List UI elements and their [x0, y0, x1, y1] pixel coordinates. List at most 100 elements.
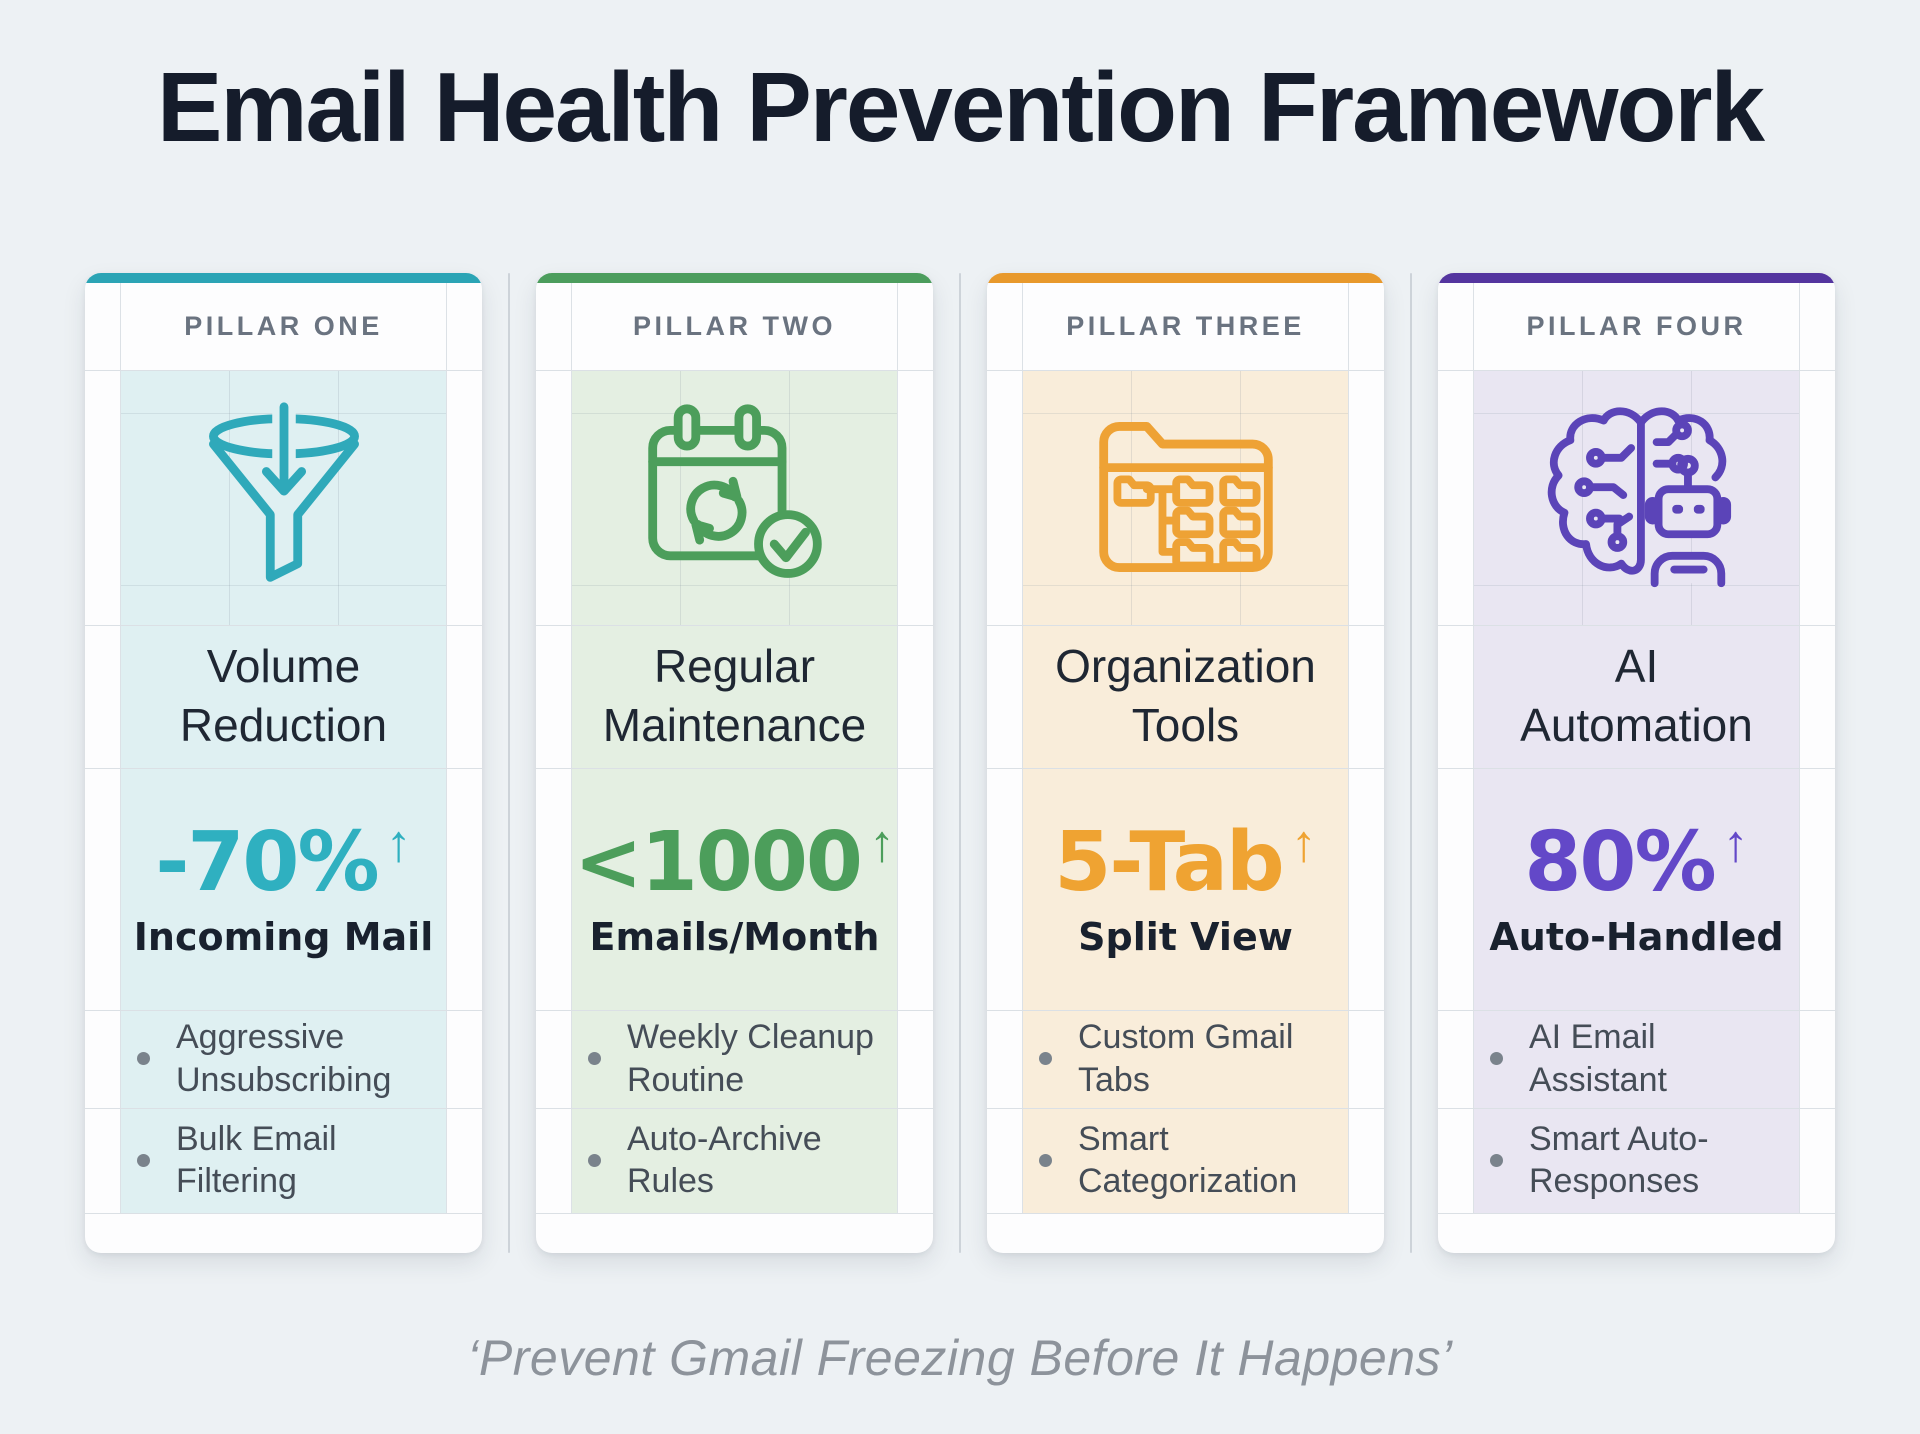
card-divider — [1410, 272, 1412, 1253]
grid-line — [1023, 412, 1348, 414]
card-divider — [508, 272, 510, 1253]
calendar-sync-icon — [647, 404, 822, 579]
grid-line — [1799, 282, 1800, 1213]
grid-line — [987, 1212, 1384, 1214]
pillar-header-label: PILLAR ONE — [184, 310, 383, 341]
bullet-dot-icon — [1039, 1153, 1052, 1167]
pillar-header-label: PILLAR TWO — [633, 310, 836, 341]
bullet-dot-icon — [137, 1153, 150, 1167]
stat-block: 80% ↑ Auto-Handled — [1474, 768, 1799, 1010]
bullet-dot-icon — [137, 1052, 150, 1066]
card-tint-panel — [121, 369, 446, 1213]
grid-line — [536, 624, 933, 626]
card-accent-bar — [85, 272, 482, 283]
pillar-header-label: PILLAR THREE — [1066, 310, 1305, 341]
grid-line — [1438, 767, 1835, 769]
grid-line — [85, 624, 482, 626]
grid-line — [789, 369, 790, 625]
bullet-item: Custom Gmail Tabs — [1023, 1010, 1348, 1108]
stat-label: Incoming Mail — [133, 914, 434, 959]
stat-block: <1000 ↑ Emails/Month — [572, 768, 897, 1010]
grid-line — [987, 767, 1384, 769]
card-divider — [959, 272, 961, 1253]
grid-line — [1022, 282, 1023, 1213]
stat-block: -70% ↑ Incoming Mail — [121, 768, 446, 1010]
folder-tree-icon — [1098, 422, 1273, 573]
grid-line — [987, 369, 1384, 371]
up-arrow-icon: ↑ — [868, 814, 895, 873]
page-title: Email Health Prevention Framework — [157, 52, 1765, 162]
bullet-dot-icon — [1490, 1052, 1503, 1066]
grid-line — [1474, 584, 1799, 586]
pillar-cards-row: PILLAR ONE Volume Reduction -70% ↑ Incom… — [85, 272, 1835, 1253]
up-arrow-icon: ↑ — [1722, 814, 1749, 873]
funnel-icon — [208, 399, 359, 583]
grid-line — [897, 282, 898, 1213]
bullet-item: Smart Categorization — [1023, 1108, 1348, 1213]
up-arrow-icon: ↑ — [1290, 814, 1317, 873]
bullet-item: Aggressive Unsubscribing — [121, 1010, 446, 1108]
card-accent-bar — [987, 272, 1384, 283]
pillar-title: AI Automation — [1520, 639, 1753, 752]
grid-line — [987, 624, 1384, 626]
grid-line — [85, 1009, 482, 1011]
icon-cell — [1474, 370, 1799, 625]
stat-block: 5-Tab ↑ Split View — [1023, 768, 1348, 1010]
pillar-title: Regular Maintenance — [602, 639, 867, 752]
grid-line — [680, 369, 681, 625]
grid-line — [987, 1009, 1384, 1011]
card-accent-bar — [536, 272, 933, 283]
grid-line — [572, 412, 897, 414]
grid-line — [572, 584, 897, 586]
pillar-title: Organization Tools — [1055, 639, 1316, 752]
grid-line — [536, 1212, 933, 1214]
stat-label: Split View — [1078, 914, 1293, 959]
grid-line — [1438, 1212, 1835, 1214]
grid-line — [536, 1107, 933, 1109]
grid-line — [536, 1009, 933, 1011]
bullet-item: Smart Auto-Responses — [1474, 1108, 1799, 1213]
pillar-card-volume-reduction: PILLAR ONE Volume Reduction -70% ↑ Incom… — [85, 272, 482, 1253]
grid-line — [571, 282, 572, 1213]
stat-label: Auto-Handled — [1489, 914, 1784, 959]
pillar-title: Volume Reduction — [179, 639, 388, 752]
bullet-item: Auto-Archive Rules — [572, 1108, 897, 1213]
stat-value: 5-Tab — [1054, 814, 1284, 910]
grid-line — [1438, 369, 1835, 371]
grid-line — [85, 767, 482, 769]
up-arrow-icon: ↑ — [385, 814, 412, 873]
grid-line — [121, 584, 446, 586]
pillar-card-organization-tools: PILLAR THREE Organization Tools — [987, 272, 1384, 1253]
grid-line — [446, 282, 447, 1213]
grid-line — [1438, 1009, 1835, 1011]
grid-line — [229, 369, 230, 625]
footer-caption: ‘Prevent Gmail Freezing Before It Happen… — [467, 1329, 1453, 1386]
grid-line — [1131, 369, 1132, 625]
bullet-dot-icon — [588, 1052, 601, 1066]
grid-line — [1582, 369, 1583, 625]
grid-line — [85, 369, 482, 371]
grid-line — [120, 282, 121, 1213]
stat-value: -70% — [155, 814, 379, 910]
grid-line — [536, 369, 933, 371]
brain-robot-icon — [1547, 407, 1731, 588]
grid-line — [85, 1107, 482, 1109]
stat-value: <1000 — [574, 814, 863, 910]
icon-cell — [121, 370, 446, 625]
bullet-item: Bulk Email Filtering — [121, 1108, 446, 1213]
icon-cell — [572, 370, 897, 625]
bullet-dot-icon — [1039, 1052, 1052, 1066]
grid-line — [987, 1107, 1384, 1109]
bullet-item: Weekly Cleanup Routine — [572, 1010, 897, 1108]
stat-label: Emails/Month — [589, 914, 880, 959]
pillar-header-label: PILLAR FOUR — [1526, 310, 1747, 341]
bullet-item: AI Email Assistant — [1474, 1010, 1799, 1108]
grid-line — [85, 1212, 482, 1214]
pillar-card-regular-maintenance: PILLAR TWO Regular Maintenance <1000 ↑ E… — [536, 272, 933, 1253]
grid-line — [1023, 584, 1348, 586]
grid-line — [1473, 282, 1474, 1213]
stat-value: 80% — [1524, 814, 1716, 910]
grid-line — [1348, 282, 1349, 1213]
icon-cell — [1023, 370, 1348, 625]
card-tint-panel — [572, 369, 897, 1213]
